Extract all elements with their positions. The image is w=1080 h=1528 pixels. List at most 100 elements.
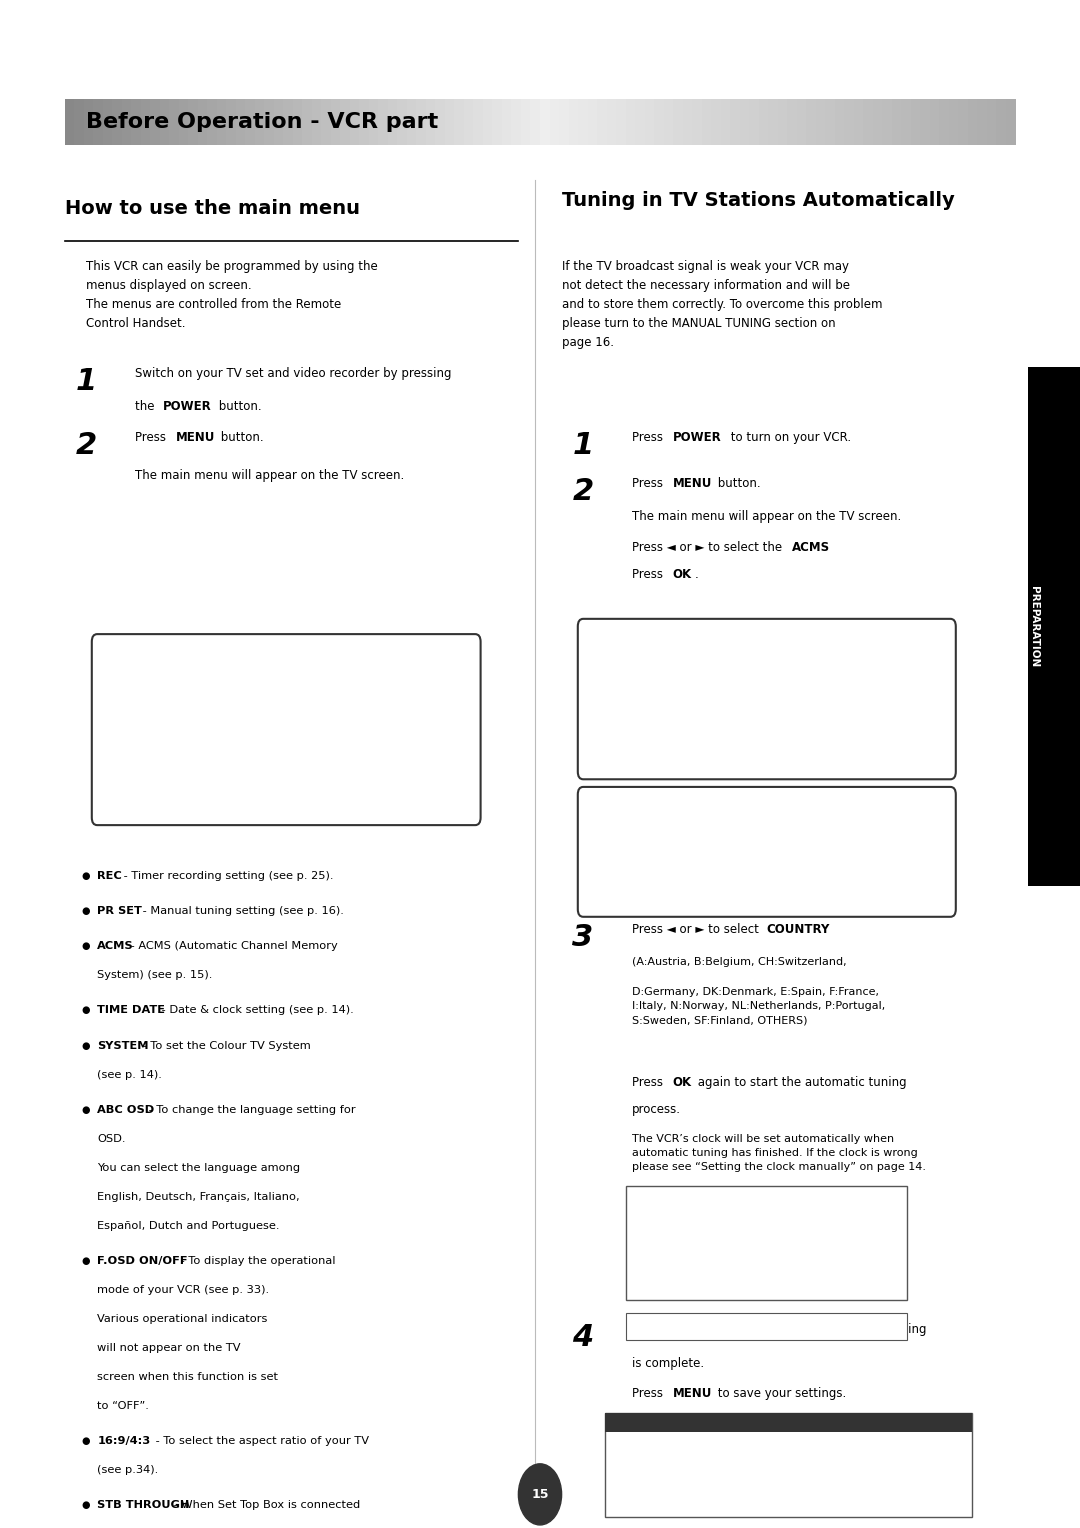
Bar xyxy=(835,99,846,145)
Bar xyxy=(492,99,503,145)
Text: to save your settings.: to save your settings. xyxy=(714,1387,846,1401)
Text: Press: Press xyxy=(632,1387,666,1401)
Text: STB
THR
OUGH: STB THR OUGH xyxy=(153,758,171,773)
Bar xyxy=(625,99,636,145)
Bar xyxy=(892,99,902,145)
Bar xyxy=(132,99,141,145)
Text: The main menu will appear on the TV screen.: The main menu will appear on the TV scre… xyxy=(632,510,901,524)
Text: EPC: EPC xyxy=(783,727,793,733)
Text: will appear when tuning: will appear when tuning xyxy=(780,1323,927,1337)
Bar xyxy=(512,99,522,145)
Bar xyxy=(283,99,294,145)
Text: Press: Press xyxy=(135,431,170,445)
Text: ●: ● xyxy=(81,1105,90,1115)
Bar xyxy=(112,99,123,145)
Text: Press: Press xyxy=(632,568,666,582)
Bar xyxy=(378,99,389,145)
Text: ►|: ►| xyxy=(908,839,918,847)
Text: D:Germany, DK:Denmark, E:Spain, F:France,
I:Italy, N:Norway, NL:Netherlands, P:P: D:Germany, DK:Denmark, E:Spain, F:France… xyxy=(632,987,885,1025)
Text: The: The xyxy=(632,1323,658,1337)
Text: ACMS: ACMS xyxy=(97,941,134,952)
Bar xyxy=(787,99,798,145)
Text: Switch on your TV set and video recorder by pressing: Switch on your TV set and video recorder… xyxy=(135,367,451,380)
Bar xyxy=(217,99,228,145)
Bar xyxy=(75,99,85,145)
Text: ●: ● xyxy=(81,1041,90,1051)
Bar xyxy=(882,99,893,145)
Text: 8: 8 xyxy=(886,1325,890,1334)
Text: The VCR’s clock will be set automatically when
automatic tuning has finished. If: The VCR’s clock will be set automaticall… xyxy=(632,1134,926,1172)
Text: ●: ● xyxy=(81,871,90,882)
Bar xyxy=(873,99,883,145)
Bar xyxy=(530,99,541,145)
Text: ACMS: ACMS xyxy=(203,709,218,715)
Bar xyxy=(322,99,332,145)
Text: 4:3: 4:3 xyxy=(206,762,215,769)
Text: ACMS: ACMS xyxy=(792,541,829,555)
Text: TIME
DATE: TIME DATE xyxy=(252,706,267,718)
Text: Various operational indicators: Various operational indicators xyxy=(97,1314,268,1325)
Text: PR
SET: PR SET xyxy=(642,681,651,692)
Text: 5: 5 xyxy=(632,1325,637,1334)
Bar xyxy=(103,99,113,145)
Text: 1: 1 xyxy=(76,367,97,396)
Bar xyxy=(340,99,351,145)
Text: ■: ■ xyxy=(599,837,610,848)
Text: 9           MOVE ■  DELETE ◄►▶▶|: 9 MOVE ■ DELETE ◄►▶▶| xyxy=(608,1499,717,1507)
Bar xyxy=(683,99,693,145)
Text: MENU: MENU xyxy=(673,1387,712,1401)
Bar xyxy=(122,99,133,145)
Text: REC
F.OSD
OFF: REC F.OSD OFF xyxy=(592,678,607,695)
Bar xyxy=(1028,367,1080,886)
FancyBboxPatch shape xyxy=(578,787,956,917)
Text: ABC OSD: ABC OSD xyxy=(97,1105,154,1115)
Text: process.: process. xyxy=(632,1103,680,1117)
Text: COUNTRY: COUNTRY xyxy=(767,923,831,937)
Bar xyxy=(758,99,769,145)
FancyBboxPatch shape xyxy=(92,634,481,825)
Text: ●: ● xyxy=(81,1256,90,1267)
Bar xyxy=(198,99,208,145)
Bar xyxy=(93,99,104,145)
Text: 2: 2 xyxy=(572,477,594,506)
Text: - To select the aspect ratio of your TV: - To select the aspect ratio of your TV xyxy=(151,1436,368,1447)
Bar xyxy=(987,99,997,145)
Bar xyxy=(1005,99,1016,145)
Text: DECO
DER: DECO DER xyxy=(252,759,267,772)
Text: will not appear on the TV: will not appear on the TV xyxy=(97,1343,241,1354)
Bar xyxy=(140,99,151,145)
Bar xyxy=(521,99,531,145)
Text: (see p. 14).: (see p. 14). xyxy=(97,1070,162,1080)
Text: MENU: MENU xyxy=(176,431,215,445)
Bar xyxy=(930,99,941,145)
Text: Before Operation - VCR part: Before Operation - VCR part xyxy=(86,112,438,133)
Bar xyxy=(435,99,446,145)
Text: REC
◄►▶▶|: REC ◄►▶▶| xyxy=(920,681,937,694)
Text: Español, Dutch and Portuguese.: Español, Dutch and Portuguese. xyxy=(97,1221,280,1232)
Bar xyxy=(473,99,484,145)
Bar xyxy=(502,99,513,145)
Text: If the TV broadcast signal is weak your VCR may
not detect the necessary informa: If the TV broadcast signal is weak your … xyxy=(562,260,882,348)
Text: REC
F.OSD
OFF: REC F.OSD OFF xyxy=(106,704,121,720)
Bar xyxy=(330,99,341,145)
Text: System) (see p. 15).: System) (see p. 15). xyxy=(97,970,213,981)
Text: 1: 1 xyxy=(572,431,594,460)
Text: SYS
DEC: SYS DEC xyxy=(782,681,793,692)
Bar xyxy=(360,99,370,145)
Text: STB THROUGH: STB THROUGH xyxy=(97,1500,189,1511)
Bar xyxy=(626,1313,907,1340)
Text: SYS
DEC: SYS DEC xyxy=(302,706,313,718)
Text: ●: ● xyxy=(81,1500,90,1511)
Text: button.: button. xyxy=(215,400,261,414)
Text: - Timer recording setting (see p. 25).: - Timer recording setting (see p. 25). xyxy=(120,871,334,882)
Text: A,B
OSD: A,B OSD xyxy=(829,681,840,692)
Text: Press: Press xyxy=(632,477,666,490)
Bar xyxy=(293,99,303,145)
Bar xyxy=(797,99,807,145)
Text: MENU: MENU xyxy=(673,477,712,490)
Bar xyxy=(483,99,494,145)
Bar xyxy=(255,99,266,145)
Bar xyxy=(455,99,465,145)
Text: How to use the main menu: How to use the main menu xyxy=(65,199,360,217)
Bar xyxy=(750,99,759,145)
